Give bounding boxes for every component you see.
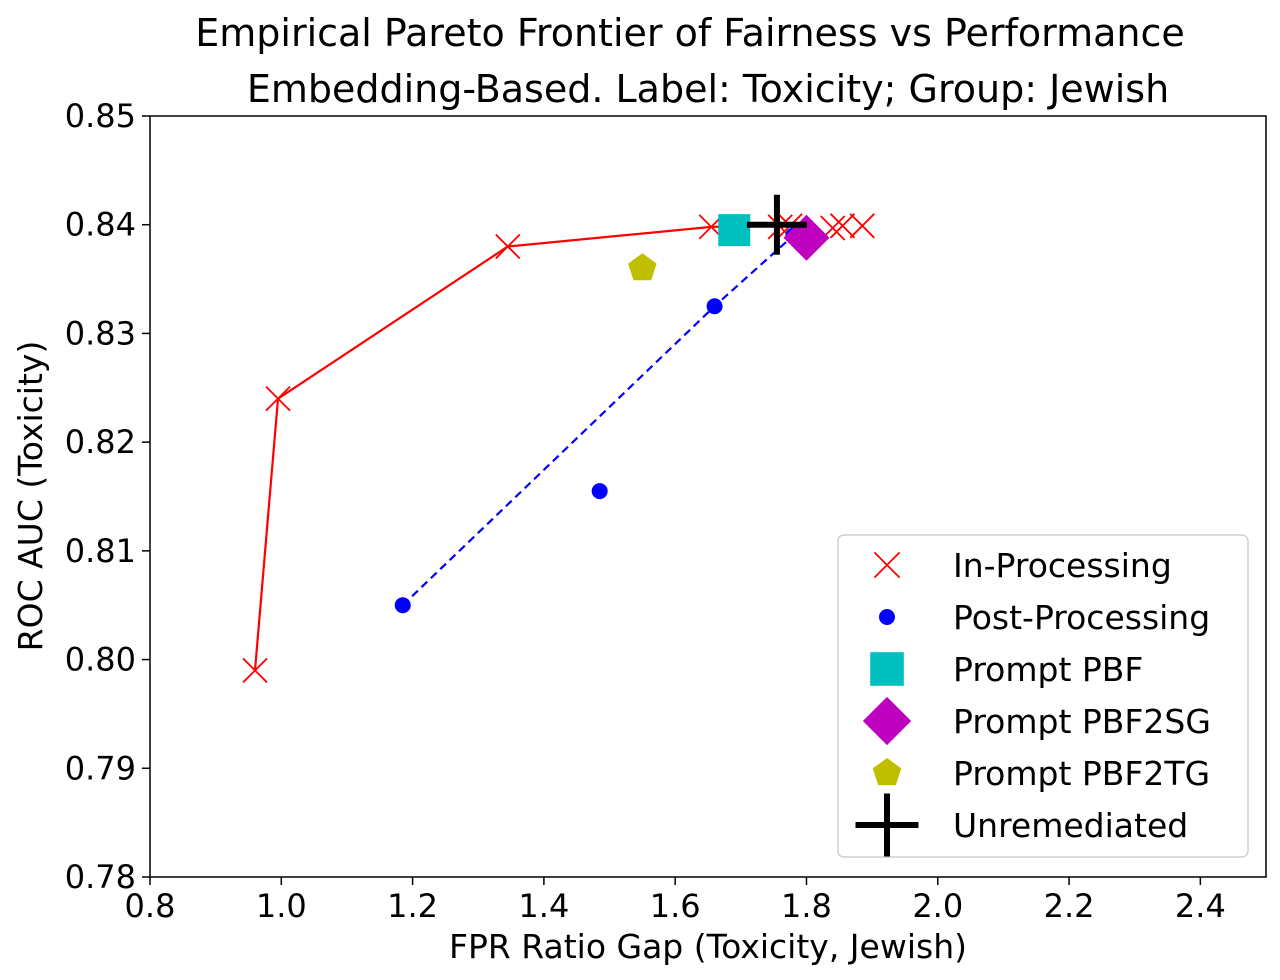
- x-tick-label-8: 2.4: [1175, 887, 1226, 925]
- legend-marker-2-shape: [870, 652, 904, 686]
- legend-marker-2: [870, 652, 904, 686]
- series-0-point-0-shape: [242, 657, 268, 684]
- legend-label-5: Unremediated: [953, 806, 1188, 845]
- axis-ticks: 0.8 1.0 1.2 1.4 1.6 1.8 2.0 2.2 2.4 0.78 0.79 0.80 0…: [65, 97, 1226, 925]
- series-line-0: [253, 224, 781, 671]
- legend-label-2: Prompt PBF: [953, 650, 1143, 689]
- x-tick-label-5: 1.8: [781, 887, 832, 925]
- series-0-point-7: [829, 213, 856, 239]
- x-tick-label-4: 1.6: [650, 887, 701, 925]
- series-1-point-2-shape: [706, 298, 723, 315]
- series-5-point-0: [746, 194, 807, 255]
- y-tick-label-0: 0.78: [65, 858, 136, 896]
- legend-marker-4: [872, 758, 902, 786]
- series-4-point-0-shape: [628, 253, 657, 281]
- series-0-point-8: [849, 213, 875, 239]
- y-tick-label-3: 0.81: [65, 532, 136, 570]
- legend-marker-4-shape: [872, 758, 902, 786]
- x-tick-label-7: 2.2: [1044, 887, 1095, 925]
- legend-marker-1-shape: [879, 609, 895, 625]
- legend: In-Processing Post-Processing Prompt PBF Pr…: [837, 534, 1249, 858]
- series-3-point-0: [783, 214, 830, 261]
- y-axis-label: ROC AUC (Toxicity): [11, 341, 50, 652]
- series-2-point-0-shape: [718, 214, 751, 247]
- legend-frame: [837, 534, 1249, 858]
- series-1-point-1-shape: [591, 483, 608, 500]
- legend-label-3: Prompt PBF2SG: [953, 702, 1211, 741]
- series-0-point-7-shape: [829, 213, 856, 239]
- legend-marker-0: [873, 551, 901, 579]
- chart-subtitle: Embedding-Based. Label: Toxicity; Group:…: [247, 67, 1169, 111]
- series-0-point-2: [495, 233, 521, 260]
- plot-area: [242, 194, 875, 684]
- series-4-point-0: [628, 253, 657, 281]
- series-1-point-0: [394, 597, 411, 614]
- series-0-point-8-shape: [849, 213, 875, 239]
- x-tick-label-6: 2.0: [912, 887, 963, 925]
- series-0-point-0: [242, 657, 268, 684]
- legend-marker-1: [879, 609, 895, 625]
- series-0-point-2-shape: [495, 233, 521, 260]
- legend-marker-5: [855, 793, 919, 857]
- plot-frame: [149, 115, 1267, 878]
- x-tick-label-3: 1.4: [518, 887, 569, 925]
- series-5-point-0-shape: [746, 194, 807, 255]
- legend-marker-0-shape: [873, 551, 901, 579]
- series-0-point-1-shape: [265, 386, 291, 412]
- series-3-point-0-shape: [783, 214, 830, 261]
- series-0-point-1: [265, 386, 291, 412]
- series-1-point-0-shape: [394, 597, 411, 614]
- legend-label-4: Prompt PBF2TG: [953, 754, 1210, 793]
- y-tick-label-4: 0.82: [65, 423, 136, 461]
- legend-marker-5-shape: [855, 793, 919, 857]
- series-1-point-2: [706, 298, 723, 315]
- legend-label-1: Post-Processing: [953, 598, 1210, 637]
- x-axis-label: FPR Ratio Gap (Toxicity, Jewish): [449, 927, 967, 966]
- x-tick-label-2: 1.2: [387, 887, 438, 925]
- legend-marker-3-shape: [862, 696, 912, 746]
- x-tick-label-1: 1.0: [256, 887, 307, 925]
- series-1-point-1: [591, 483, 608, 500]
- y-tick-label-6: 0.84: [65, 206, 136, 244]
- legend-marker-3: [862, 696, 912, 746]
- y-tick-label-7: 0.85: [65, 97, 136, 135]
- chart-title: Empirical Pareto Frontier of Fairness vs…: [195, 11, 1185, 55]
- y-tick-label-1: 0.79: [65, 749, 136, 787]
- series-line-1: [401, 234, 795, 606]
- y-tick-label-2: 0.80: [65, 641, 136, 679]
- series-2-point-0: [718, 214, 751, 247]
- x-tick-label-0: 0.8: [125, 887, 176, 925]
- y-tick-label-5: 0.83: [65, 314, 136, 352]
- legend-label-0: In-Processing: [953, 546, 1172, 585]
